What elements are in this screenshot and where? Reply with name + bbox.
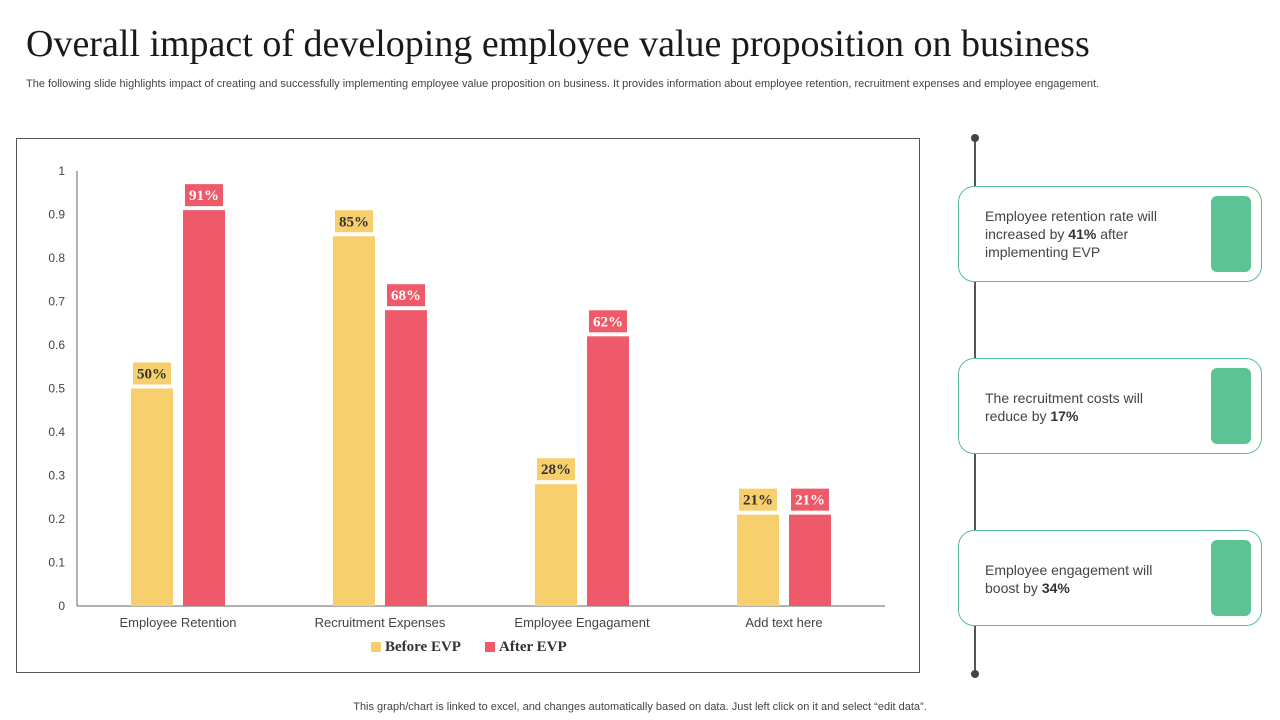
data-label: 21% bbox=[795, 493, 825, 509]
bar-before bbox=[333, 236, 375, 606]
legend-label: After EVP bbox=[499, 639, 567, 655]
y-tick-label: 0.5 bbox=[48, 382, 65, 396]
card-accent-bar bbox=[1211, 540, 1251, 616]
bar-after bbox=[587, 336, 629, 606]
data-label-box bbox=[387, 284, 425, 307]
data-label: 85% bbox=[339, 214, 369, 230]
bar-before bbox=[131, 388, 173, 606]
data-label: 50% bbox=[137, 367, 167, 383]
y-tick-label: 0 bbox=[58, 599, 65, 613]
bar-before bbox=[535, 484, 577, 606]
y-tick-label: 0.7 bbox=[48, 295, 65, 309]
card-text: The recruitment costs will reduce by 17% bbox=[985, 390, 1143, 424]
data-label-box bbox=[589, 310, 627, 333]
bar-after bbox=[789, 514, 831, 606]
data-label-box bbox=[185, 184, 223, 207]
insight-card-recruitment: The recruitment costs will reduce by 17% bbox=[958, 358, 1262, 454]
x-tick-label: Employee Retention bbox=[119, 615, 236, 630]
y-tick-label: 0.8 bbox=[48, 251, 65, 265]
x-tick-label: Recruitment Expenses bbox=[315, 615, 446, 630]
bar-after bbox=[183, 210, 225, 606]
legend-label: Before EVP bbox=[385, 639, 461, 655]
insight-card-retention: Employee retention rate will increased b… bbox=[958, 186, 1262, 282]
data-label: 21% bbox=[743, 493, 773, 509]
bar-chart[interactable]: 0 0.1 0.2 0.3 0.4 0.5 0.6 0.7 0.8 0.9 1 50% 91% Emplo… bbox=[16, 138, 920, 673]
y-tick-label: 0.4 bbox=[48, 425, 65, 439]
y-tick-label: 0.2 bbox=[48, 512, 65, 526]
y-tick-label: 0.1 bbox=[48, 556, 65, 570]
legend-swatch-before bbox=[371, 642, 381, 652]
bar-after bbox=[385, 310, 427, 606]
card-text: Employee engagement will boost by 34% bbox=[985, 562, 1153, 596]
card-text: Employee retention rate will increased b… bbox=[985, 208, 1157, 260]
y-tick-label: 0.9 bbox=[48, 208, 65, 222]
legend-swatch-after bbox=[485, 642, 495, 652]
data-label-box bbox=[335, 210, 373, 233]
insight-card-engagement: Employee engagement will boost by 34% bbox=[958, 530, 1262, 626]
chart-svg: 0 0.1 0.2 0.3 0.4 0.5 0.6 0.7 0.8 0.9 1 50% 91% Emplo… bbox=[48, 164, 885, 655]
data-label: 62% bbox=[593, 314, 623, 330]
y-tick-label: 1 bbox=[58, 164, 65, 178]
footer-note: This graph/chart is linked to excel, and… bbox=[353, 701, 927, 713]
data-label: 68% bbox=[391, 288, 421, 304]
data-label-box bbox=[133, 362, 171, 385]
x-tick-label: Employee Engagament bbox=[514, 615, 650, 630]
y-tick-label: 0.6 bbox=[48, 338, 65, 352]
card-accent-bar bbox=[1211, 368, 1251, 444]
timeline-dot-top bbox=[971, 134, 979, 142]
y-tick-label: 0.3 bbox=[48, 469, 65, 483]
data-label-box bbox=[537, 458, 575, 481]
data-label: 28% bbox=[541, 462, 571, 478]
x-tick-label: Add text here bbox=[745, 615, 822, 630]
bar-before bbox=[737, 514, 779, 606]
data-label-box bbox=[791, 488, 829, 511]
card-accent-bar bbox=[1211, 196, 1251, 272]
page-subtitle: The following slide highlights impact of… bbox=[26, 78, 1100, 90]
data-label-box bbox=[739, 488, 777, 511]
timeline-dot-bottom bbox=[971, 670, 979, 678]
page-title: Overall impact of developing employee va… bbox=[26, 23, 1090, 65]
data-label: 91% bbox=[189, 188, 219, 204]
